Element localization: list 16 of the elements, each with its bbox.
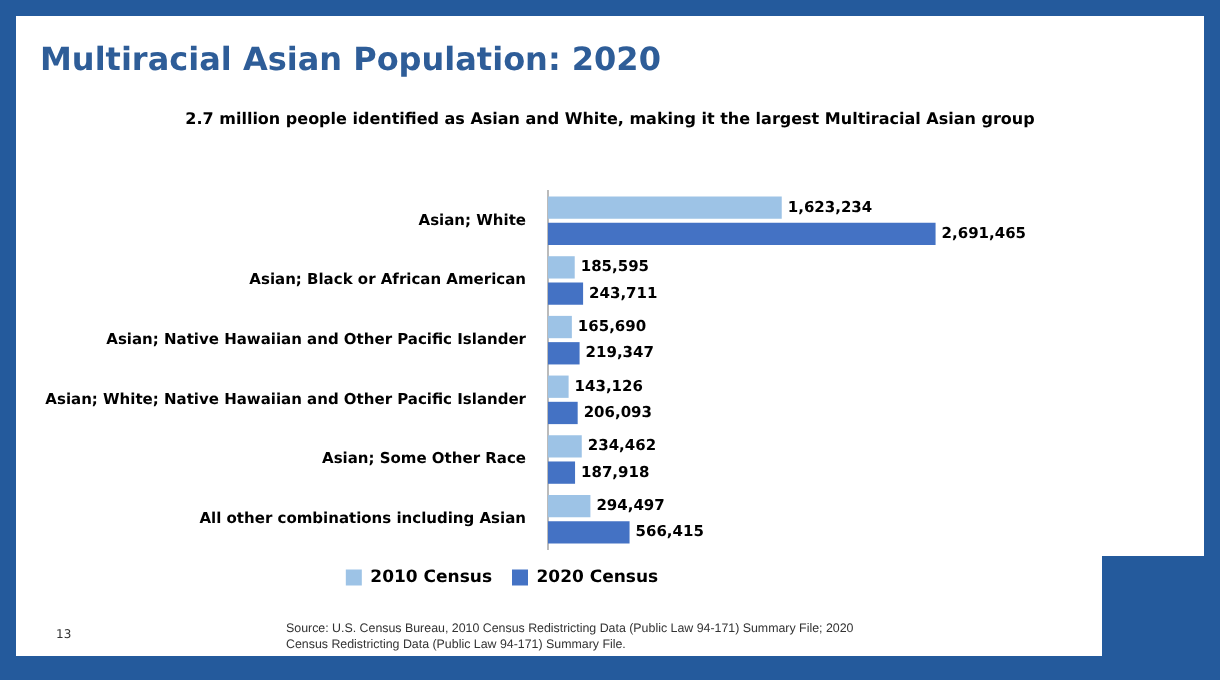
bar xyxy=(548,342,580,365)
bar xyxy=(548,256,575,279)
chart-subtitle: 2.7 million people identified as Asian and White, making it the largest Multiracial Asian group xyxy=(183,110,1037,128)
bar xyxy=(548,521,630,544)
bar xyxy=(548,461,576,484)
bar xyxy=(548,375,569,398)
bar xyxy=(548,315,572,339)
legend-label: 2020 Census xyxy=(536,567,659,588)
legend-label: 2010 Census xyxy=(370,567,493,588)
bar xyxy=(548,435,582,458)
bar xyxy=(548,494,591,518)
chart-title: Multiracial Asian Population: 2020 xyxy=(40,40,661,78)
bar xyxy=(548,282,584,305)
bar xyxy=(548,196,782,219)
bar xyxy=(548,222,936,246)
bar xyxy=(548,401,578,425)
